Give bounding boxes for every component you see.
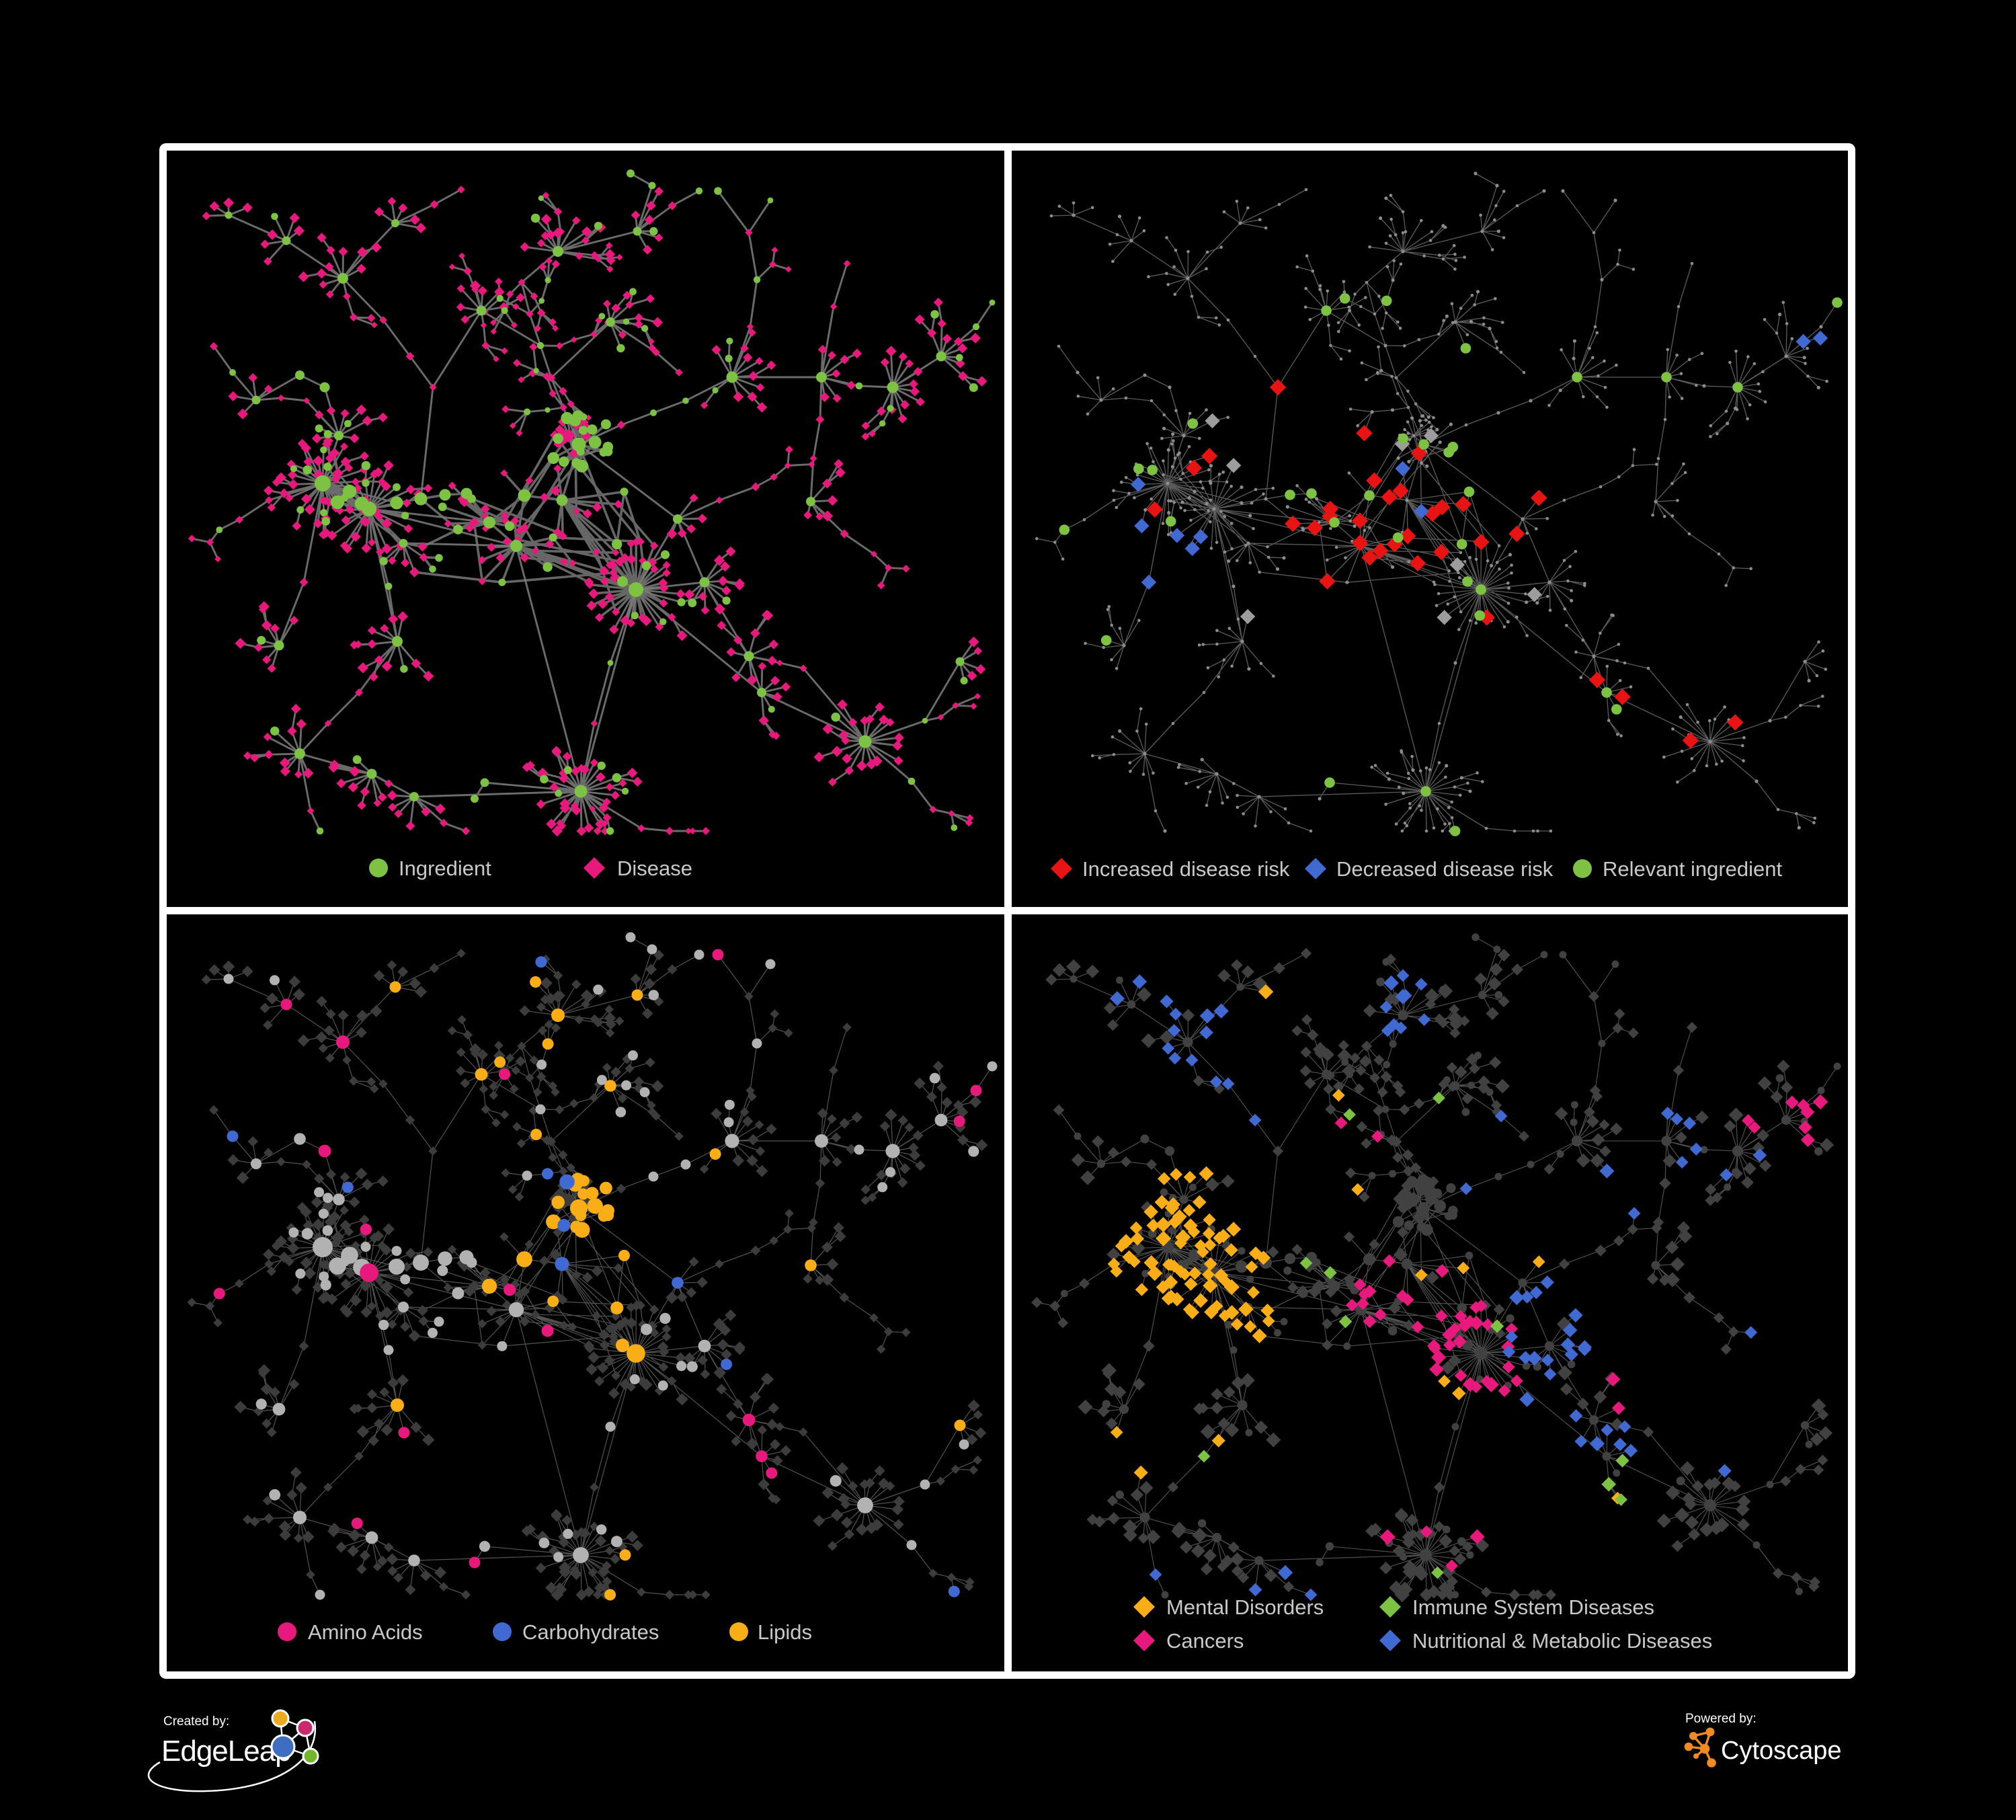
- svg-text:Amino Acids: Amino Acids: [308, 1620, 423, 1644]
- svg-text:Powered by:: Powered by:: [1685, 1712, 1757, 1726]
- svg-text:Decreased disease risk: Decreased disease risk: [1336, 857, 1554, 881]
- svg-text:Ingredient: Ingredient: [399, 857, 491, 880]
- svg-text:Mental Disorders: Mental Disorders: [1166, 1595, 1324, 1619]
- svg-text:Relevant ingredient: Relevant ingredient: [1603, 857, 1783, 881]
- svg-text:Cancers: Cancers: [1166, 1629, 1244, 1653]
- svg-text:Created by:: Created by:: [163, 1714, 229, 1729]
- svg-text:Disease: Disease: [617, 857, 692, 880]
- svg-text:Cytoscape: Cytoscape: [1721, 1737, 1842, 1765]
- svg-text:EdgeLeap: EdgeLeap: [161, 1735, 291, 1768]
- svg-text:Carbohydrates: Carbohydrates: [522, 1620, 659, 1644]
- svg-text:Immune System Diseases: Immune System Diseases: [1412, 1595, 1654, 1619]
- svg-text:Increased disease risk: Increased disease risk: [1082, 857, 1290, 881]
- svg-text:Nutritional & Metabolic Diseas: Nutritional & Metabolic Diseases: [1412, 1629, 1712, 1653]
- svg-text:Lipids: Lipids: [758, 1620, 812, 1644]
